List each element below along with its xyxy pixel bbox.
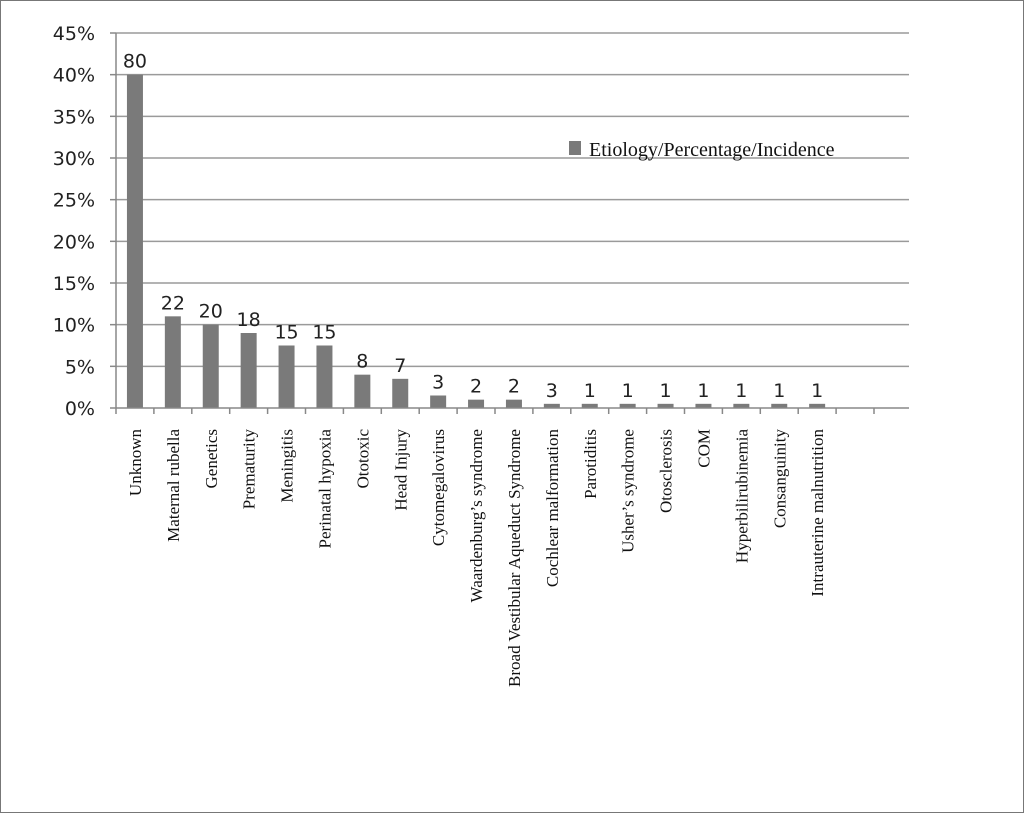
category-label: Consanguinity xyxy=(770,429,789,529)
category-label: COM xyxy=(694,429,713,468)
category-label: Waardenburg’s syndrome xyxy=(467,429,486,602)
bar xyxy=(354,374,371,408)
bar xyxy=(581,403,598,408)
legend: Etiology/Percentage/Incidence xyxy=(569,139,835,161)
category-label: Head Injury xyxy=(391,429,410,511)
legend-label: Etiology/Percentage/Incidence xyxy=(589,139,835,161)
gridlines xyxy=(116,32,909,368)
bar xyxy=(543,403,560,408)
bar xyxy=(240,333,257,408)
category-label: Hyperbilirubinemia xyxy=(732,429,751,564)
y-tick-label: 45% xyxy=(53,23,95,45)
category-label: Prematurity xyxy=(240,429,259,510)
data-label: 18 xyxy=(237,309,261,331)
data-label: 3 xyxy=(546,380,558,402)
data-label: 8 xyxy=(356,351,368,373)
data-label: 1 xyxy=(584,380,596,402)
y-tick-label: 15% xyxy=(53,273,95,295)
data-label: 1 xyxy=(735,380,747,402)
y-tick-label: 5% xyxy=(65,356,95,378)
y-axis-ticks: 0% 5% 10% 15% 20% 25% 30% 35% 40% 45% xyxy=(53,23,95,420)
y-tick-label: 10% xyxy=(53,315,95,337)
data-label: 15 xyxy=(312,322,336,344)
data-label: 1 xyxy=(660,380,672,402)
bar xyxy=(392,378,409,408)
category-label: Ototoxic xyxy=(353,429,372,489)
data-label: 15 xyxy=(274,322,298,344)
bar xyxy=(430,395,447,408)
bar xyxy=(505,399,522,408)
bar xyxy=(164,316,181,408)
category-labels: Unknown Maternal rubella Genetics Prematuri… xyxy=(126,429,827,687)
category-label: Cochlear malformation xyxy=(543,429,562,588)
y-tick-label: 35% xyxy=(53,106,95,128)
data-label: 22 xyxy=(161,292,185,314)
y-tick-label: 40% xyxy=(53,65,95,87)
bar xyxy=(809,403,826,408)
data-label: 3 xyxy=(432,372,444,394)
bar xyxy=(771,403,788,408)
y-tick-label: 30% xyxy=(53,148,95,170)
data-label: 2 xyxy=(508,376,520,398)
bar xyxy=(619,403,636,408)
y-tick-label: 25% xyxy=(53,190,95,212)
data-label: 1 xyxy=(697,380,709,402)
axes xyxy=(110,32,909,414)
category-label: Maternal rubella xyxy=(164,429,183,542)
category-label: Broad Vestibular Aqueduct Syndrome xyxy=(505,429,524,687)
data-label: 2 xyxy=(470,376,482,398)
data-label: 1 xyxy=(773,380,785,402)
bar xyxy=(202,324,219,408)
category-label: Perinatal hypoxia xyxy=(315,429,334,549)
data-label: 1 xyxy=(811,380,823,402)
category-label: Parotiditis xyxy=(581,429,600,499)
data-label: 7 xyxy=(394,355,406,377)
bars xyxy=(126,74,826,409)
bar xyxy=(657,403,674,408)
y-tick-label: 20% xyxy=(53,231,95,253)
category-label: Genetics xyxy=(202,429,221,488)
legend-swatch xyxy=(569,141,581,155)
category-label: Cytomegalovirus xyxy=(429,429,448,546)
category-label: Meningitis xyxy=(278,429,297,503)
category-label: Usher’s syndrome xyxy=(619,429,638,553)
category-label: Intrauterine malnutrition xyxy=(808,429,827,597)
bar xyxy=(278,345,295,408)
bar xyxy=(316,345,333,408)
bar xyxy=(733,403,750,408)
data-label: 20 xyxy=(199,301,223,323)
bar xyxy=(695,403,712,408)
bar xyxy=(468,399,485,408)
data-label: 1 xyxy=(622,380,634,402)
bar xyxy=(126,74,143,409)
category-label: Otosclerosis xyxy=(657,429,676,513)
category-label: Unknown xyxy=(126,429,145,497)
y-tick-label: 0% xyxy=(65,398,95,420)
data-label: 80 xyxy=(123,51,147,73)
